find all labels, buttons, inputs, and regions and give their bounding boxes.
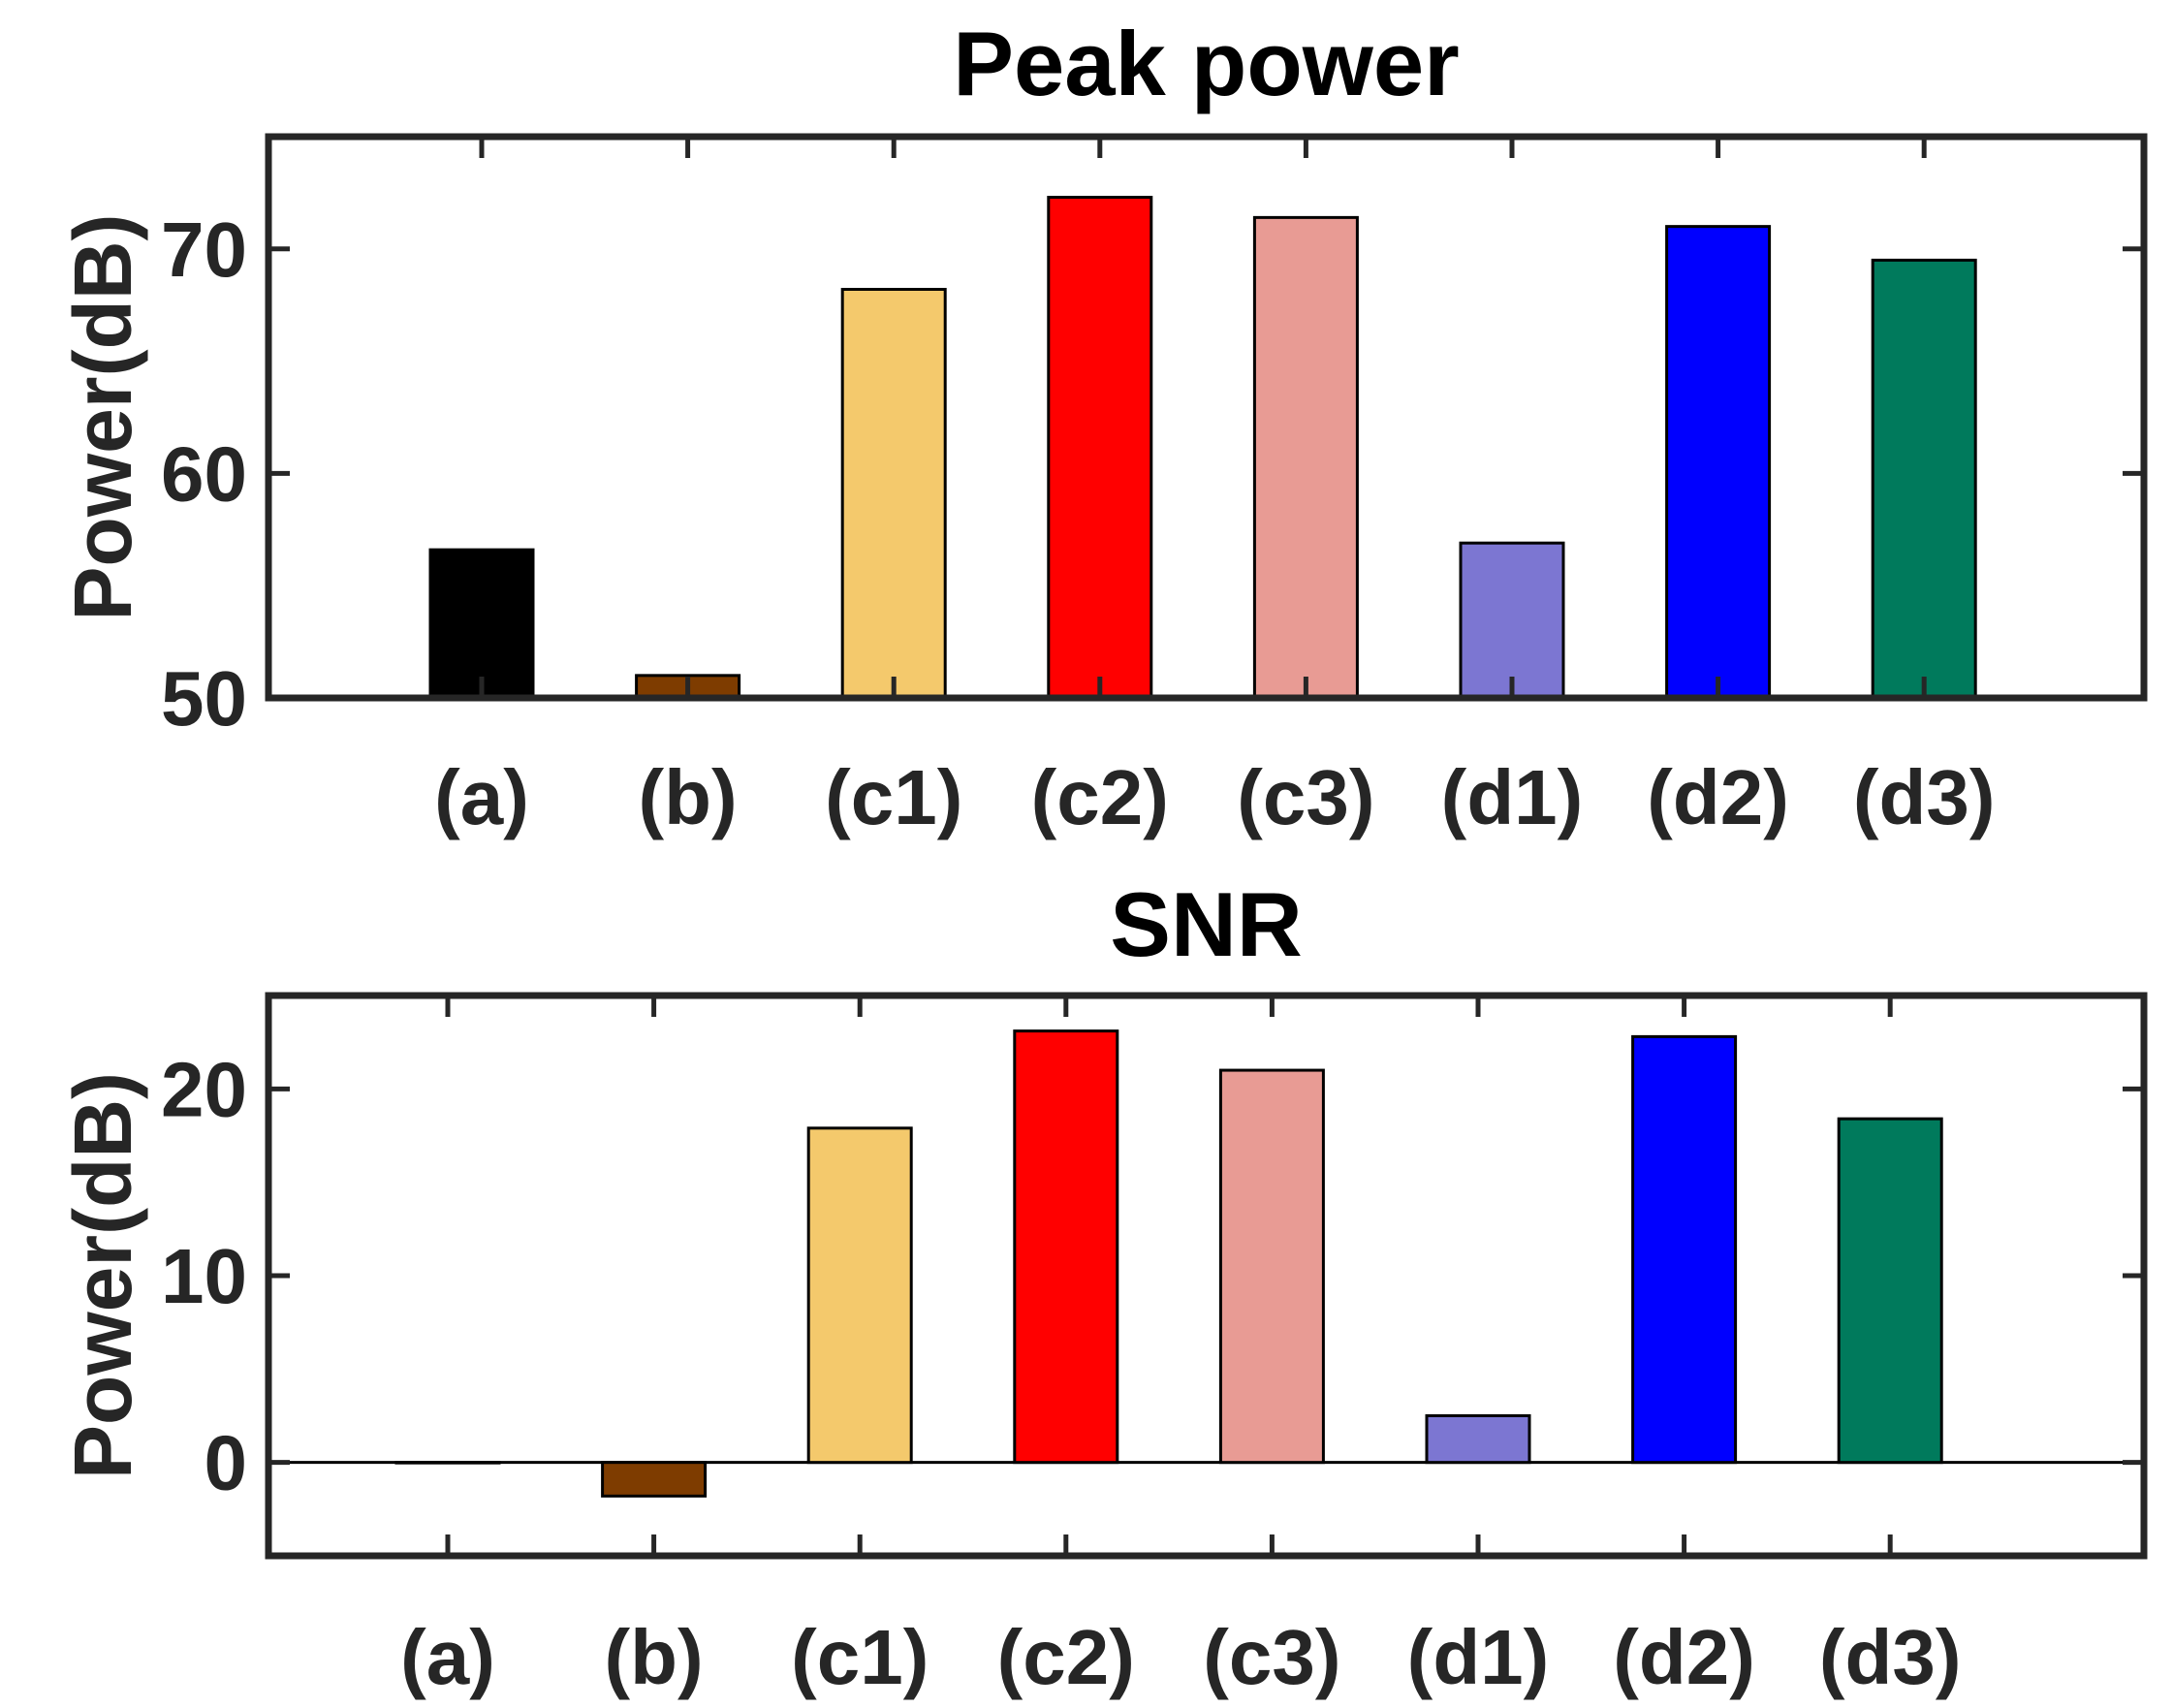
bar-a bbox=[428, 548, 535, 700]
x-tick-label: (a) bbox=[434, 754, 529, 840]
x-tick-label: (d1) bbox=[1407, 1614, 1550, 1700]
x-tick-label: (c2) bbox=[997, 1614, 1135, 1700]
bar-c2 bbox=[1013, 1029, 1119, 1465]
y-axis-label: Power(dB) bbox=[57, 214, 148, 621]
y-axis-label: Power(dB) bbox=[57, 1072, 148, 1479]
bar-d2 bbox=[1631, 1034, 1738, 1465]
chart-title: SNR bbox=[1110, 873, 1302, 975]
bar-c1 bbox=[806, 1126, 913, 1465]
y-tick-label: 50 bbox=[161, 655, 247, 742]
y-tick-label: 60 bbox=[161, 430, 247, 517]
y-tick-label: 20 bbox=[161, 1046, 247, 1132]
chart-title: Peak power bbox=[953, 13, 1459, 114]
peak-power-panel: Peak power Power(dB) 50 60 70 (a) (b) (c1) (c2… bbox=[57, 13, 2148, 840]
bar-d3 bbox=[1837, 1117, 1943, 1465]
y-tick-label: 0 bbox=[205, 1420, 248, 1506]
y-tick-label: 10 bbox=[161, 1233, 247, 1319]
x-tick-label: (a) bbox=[400, 1614, 495, 1700]
bar-c3 bbox=[1218, 1068, 1325, 1465]
x-tick-label: (c2) bbox=[1031, 754, 1169, 840]
x-tick-label: (d3) bbox=[1853, 754, 1996, 840]
bar-d3 bbox=[1871, 258, 1977, 700]
x-tick-label: (c1) bbox=[791, 1614, 929, 1700]
x-tick-label: (d2) bbox=[1613, 1614, 1755, 1700]
x-tick-label: (b) bbox=[639, 754, 738, 840]
bar-c2 bbox=[1047, 196, 1153, 700]
bar-d1 bbox=[1459, 541, 1565, 700]
snr-panel: SNR Power(dB) 0 10 20 (a) (b) (c1) (c2) (c3) (d1… bbox=[57, 873, 2148, 1700]
plot-area: 0 10 20 (a) (b) (c1) (c2) (c3) (d1) (d2) (d3) bbox=[161, 992, 2148, 1700]
x-tick-label: (d2) bbox=[1647, 754, 1789, 840]
x-tick-label: (c3) bbox=[1203, 1614, 1340, 1700]
bar-d1 bbox=[1425, 1414, 1531, 1465]
bar-d2 bbox=[1665, 225, 1772, 700]
bar-b bbox=[601, 1461, 708, 1498]
bar-c3 bbox=[1252, 215, 1359, 700]
plot-area: 50 60 70 (a) (b) (c1) (c2) (c3) (d1) (d2) (d3) bbox=[161, 133, 2148, 840]
x-tick-label: (b) bbox=[605, 1614, 704, 1700]
bar-c1 bbox=[840, 287, 947, 700]
x-tick-label: (c1) bbox=[825, 754, 962, 840]
x-tick-label: (c3) bbox=[1237, 754, 1374, 840]
axes-frame bbox=[265, 133, 2148, 702]
bar-a bbox=[394, 1461, 501, 1465]
x-tick-label: (d3) bbox=[1819, 1614, 1962, 1700]
x-tick-label: (d1) bbox=[1441, 754, 1584, 840]
y-tick-label: 70 bbox=[161, 206, 247, 293]
